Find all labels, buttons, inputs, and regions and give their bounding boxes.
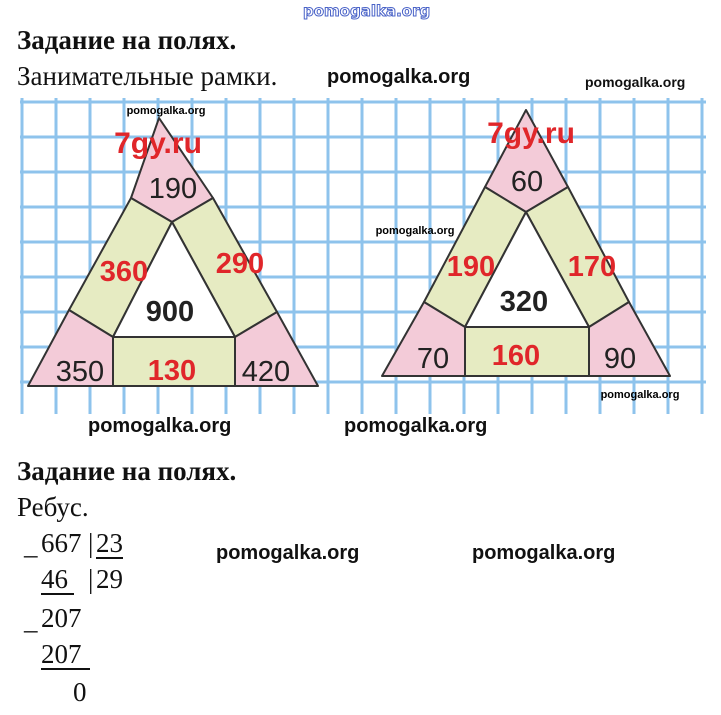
watermark-rebus-1: pomogalka.org	[216, 542, 360, 564]
watermark-small-1: pomogalka.org	[127, 105, 206, 117]
division-bar-2: |	[88, 564, 94, 594]
site-label-left: 7gy.ru	[114, 127, 202, 160]
left-bottom-right-value: 420	[242, 356, 290, 388]
left-center-value: 900	[146, 296, 194, 328]
watermark-inline: pomogalka.org	[327, 66, 471, 88]
left-top-value: 190	[149, 173, 197, 205]
left-bottom-value: 130	[148, 355, 196, 387]
right-center-value: 320	[500, 286, 548, 318]
triangles-figure: 7gy.ru 7gy.ru pomogalka.org pomogalka.or…	[20, 98, 706, 414]
section-heading: Задание на полях.	[17, 25, 237, 55]
right-bottom-right-value: 90	[604, 343, 636, 375]
section2-subtitle: Ребус.	[17, 492, 89, 522]
divisor: 23	[96, 528, 123, 559]
right-top-value: 60	[511, 166, 543, 198]
first-remainder: 207	[41, 603, 82, 633]
left-bottom-left-value: 350	[56, 356, 104, 388]
final-remainder: 0	[73, 677, 87, 707]
right-triangle	[381, 109, 671, 377]
watermark-right: pomogalka.org	[585, 74, 686, 90]
right-left-side-value: 190	[447, 251, 495, 283]
right-bottom-left-value: 70	[417, 343, 449, 375]
minus-sign-2: _	[24, 605, 38, 635]
watermark-top: pomogalka.org	[302, 2, 431, 21]
left-left-side-value: 360	[100, 256, 148, 288]
first-subtrahend: 46	[41, 565, 74, 595]
right-right-side-value: 170	[568, 251, 616, 283]
section2-heading: Задание на полях.	[17, 456, 237, 486]
dividend: 667	[41, 528, 82, 558]
left-right-side-value: 290	[216, 248, 264, 280]
watermark-below-2: pomogalka.org	[344, 415, 488, 437]
site-label-right: 7gy.ru	[487, 117, 575, 150]
watermark-small-2: pomogalka.org	[376, 225, 455, 237]
watermark-rebus-2: pomogalka.org	[472, 542, 616, 564]
minus-sign-1: _	[24, 530, 38, 560]
division-bar-1: |	[88, 528, 94, 558]
left-bottom-right-cell	[234, 311, 319, 387]
section-subtitle: Занимательные рамки.	[17, 61, 278, 91]
left-triangle	[27, 117, 319, 387]
quotient: 29	[96, 564, 123, 594]
second-subtrahend: 207	[41, 640, 90, 670]
right-bottom-right-cell	[588, 301, 671, 377]
watermark-small-3: pomogalka.org	[601, 389, 680, 401]
watermark-below-1: pomogalka.org	[88, 415, 232, 437]
right-bottom-value: 160	[492, 340, 540, 372]
